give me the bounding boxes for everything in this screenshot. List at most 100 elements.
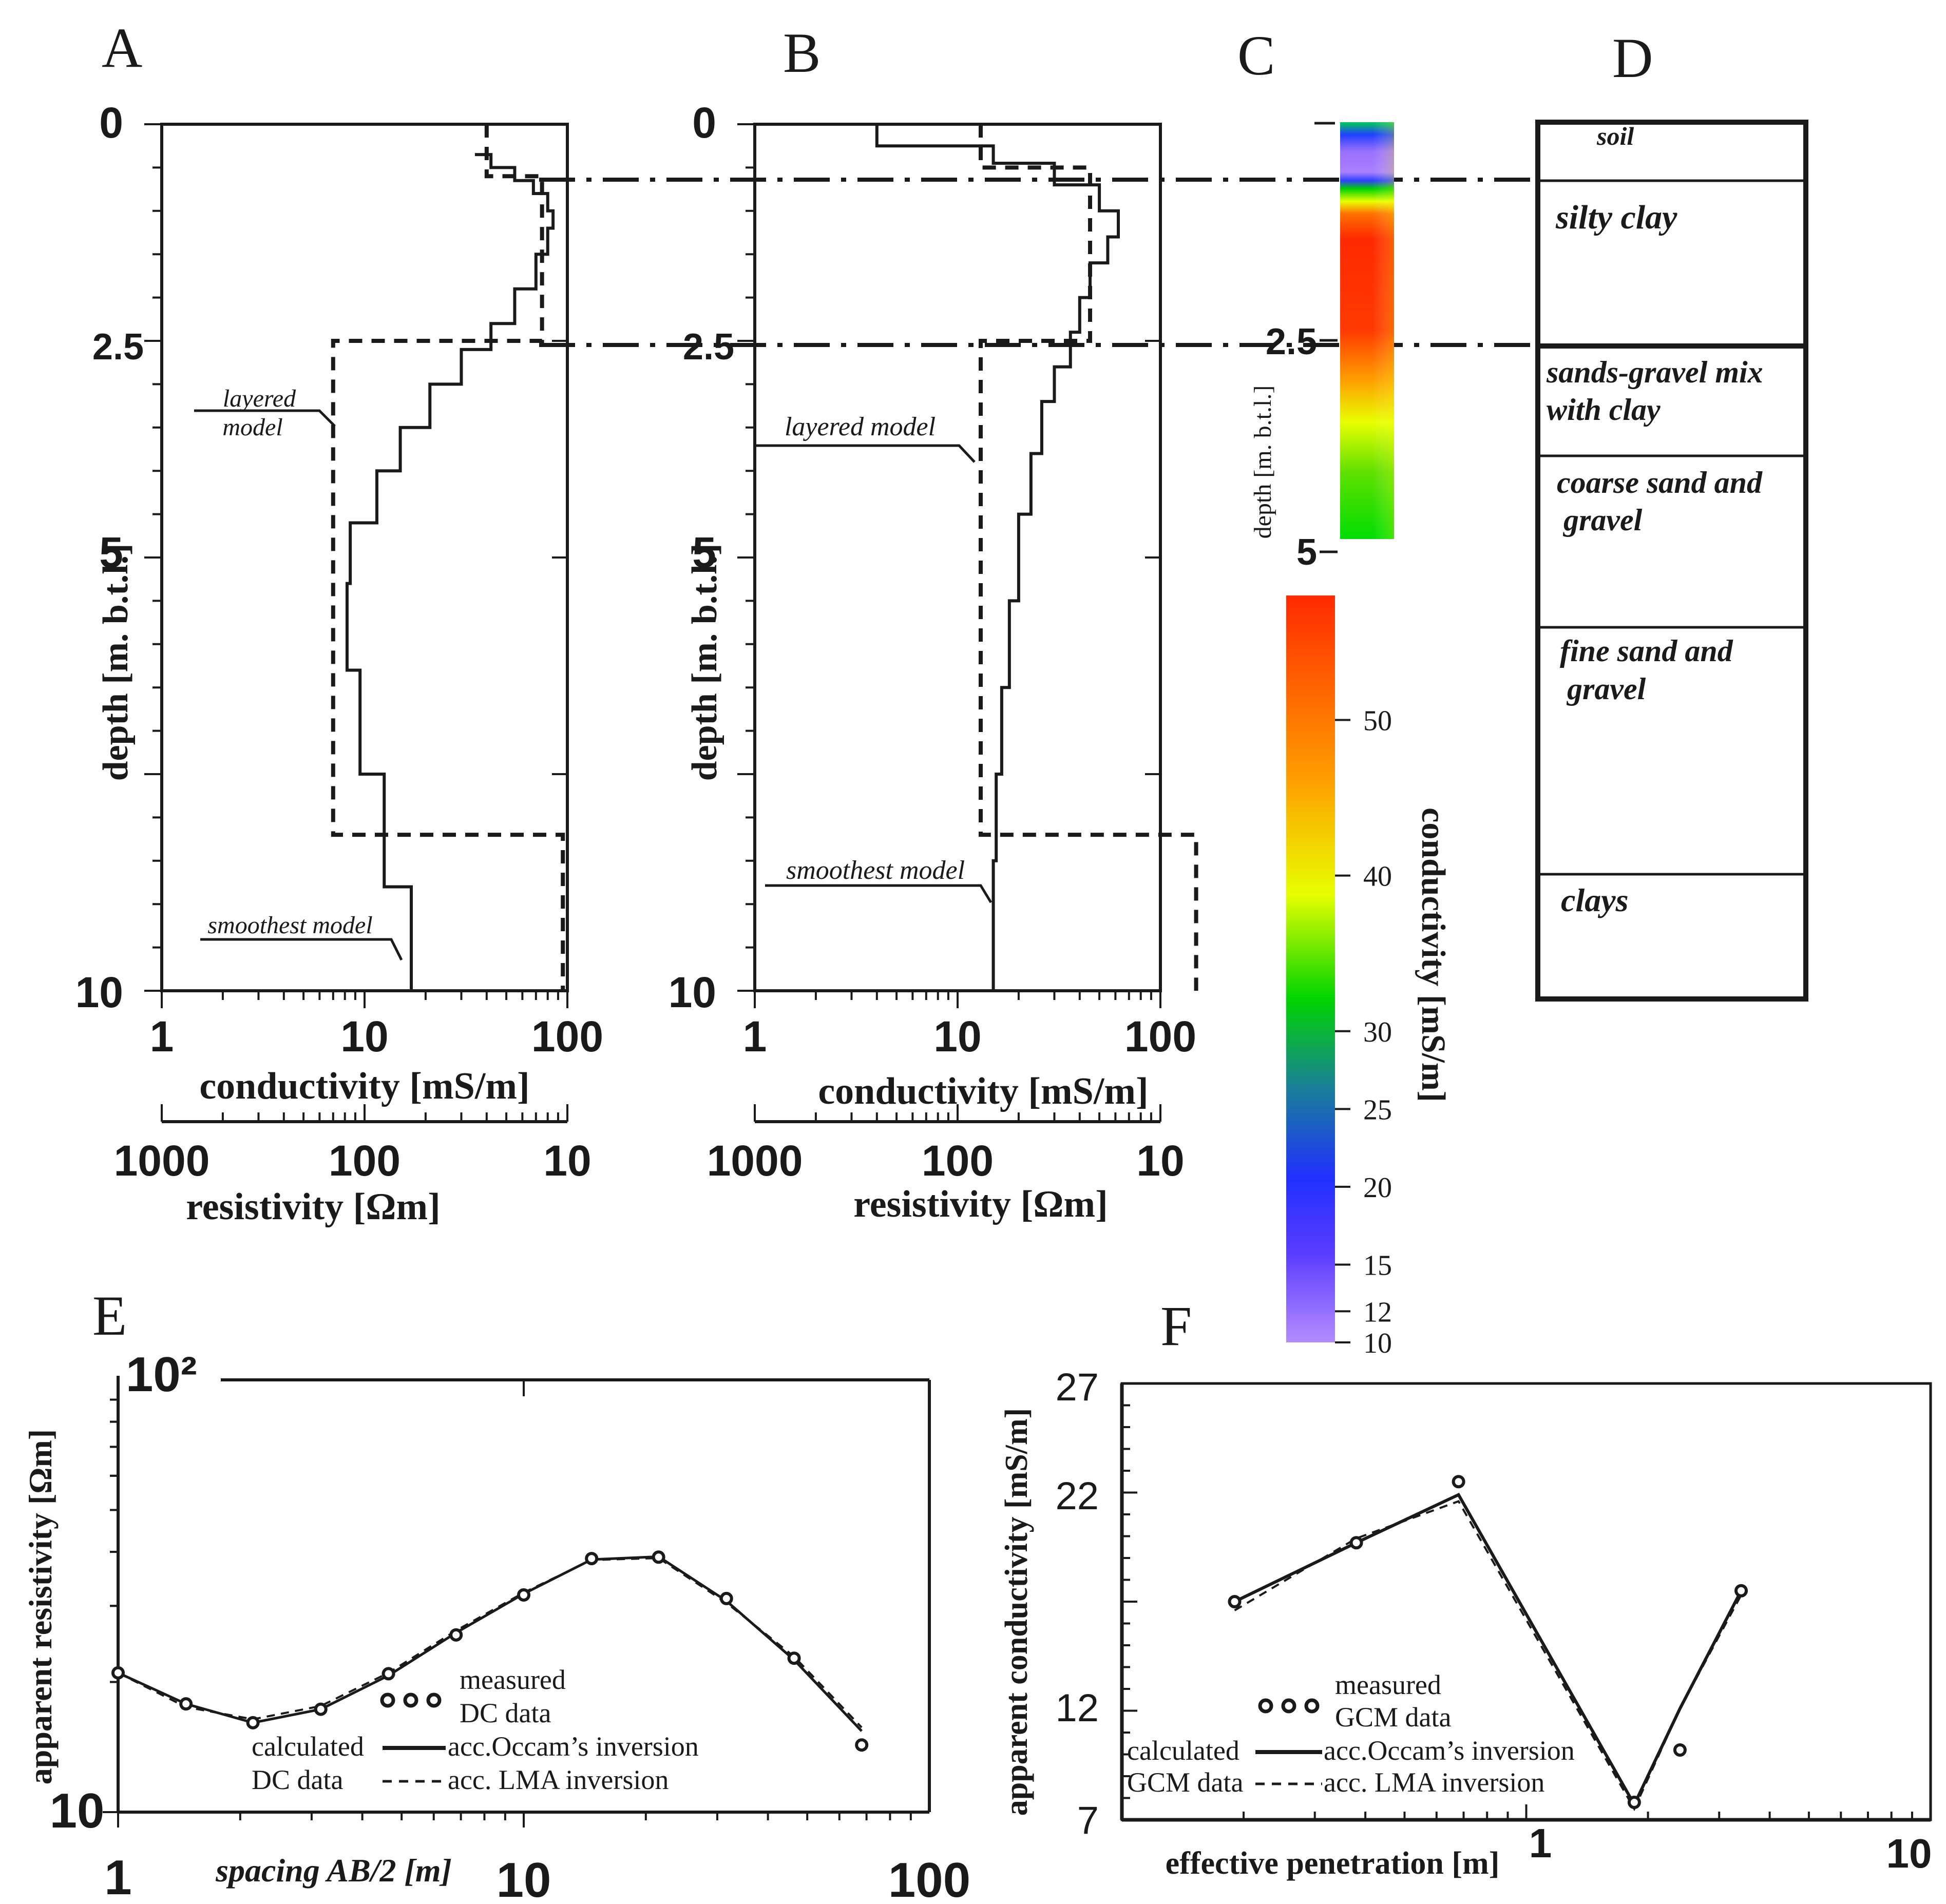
panel-e-measured-point: [855, 1738, 869, 1752]
panel-f-gcm-curve: 27 22 12 7 1 10 effective penetration [m…: [999, 1366, 1932, 1881]
panel-b-ticks: [737, 123, 1161, 1008]
panel-f-legend-measured-2: GCM data: [1335, 1702, 1452, 1733]
panel-e-legend-calculated-1: calculated: [252, 1731, 364, 1762]
panel-b-ytick-0: 0: [692, 99, 716, 147]
layer-label-fine-2: gravel: [1566, 672, 1646, 706]
panel-e-legend-marker-2: [403, 1693, 418, 1708]
panel-b-ylabel: depth [m. b.t.l.]: [685, 544, 724, 781]
panel-b-xtick-1: 1: [743, 1012, 767, 1061]
panel-e-legend-measured-2: DC data: [460, 1698, 551, 1728]
layer-label-sands-gravel-2: with clay: [1547, 393, 1661, 427]
panel-e-ytick-100: 10²: [126, 1347, 197, 1402]
panel-f-legend-calculated-2: GCM data: [1127, 1767, 1244, 1798]
panel-a-ytick-2.5: 2.5: [92, 326, 144, 368]
panel-e-measured-point: [381, 1667, 395, 1681]
panel-e-measured-point: [179, 1697, 193, 1711]
panel-f-measured-point: [1673, 1743, 1687, 1757]
panel-a-ylabel: depth [m. b.t.l.]: [96, 544, 136, 781]
panel-e-legend-marker-3: [426, 1693, 442, 1708]
panel-a-annot-smoothest: smoothest model: [207, 912, 372, 939]
panel-a-ytick-5: 5: [99, 528, 123, 576]
panel-d-lithology-column: soil silty clay sands-gravel mix with cl…: [1535, 120, 1808, 1002]
panel-e-measured-point: [652, 1550, 665, 1564]
panel-f-xtick-1: 1: [1529, 1820, 1552, 1866]
panel-f-ticks: [1121, 1382, 1913, 1821]
panel-e-xtick-1: 1: [104, 1850, 131, 1904]
panel-f-xlabel: effective penetration [m]: [1166, 1846, 1500, 1881]
panel-e-measured-point: [111, 1666, 125, 1680]
panel-f-legend-marker-1: [1258, 1698, 1273, 1714]
panel-e-measured-point: [517, 1588, 530, 1602]
panel-a-depth-profile: 0 2.5 5 10 1 10 100 conductivity [mS/m] …: [75, 99, 604, 1228]
panel-f-measured-point: [1452, 1475, 1465, 1489]
colorbar: [1286, 595, 1335, 1342]
panel-c-color-shading: [1340, 122, 1394, 539]
panel-a-layered-model-line: [331, 124, 565, 991]
colorbar-tick-label: 15: [1363, 1249, 1392, 1281]
layer-label-fine-1: fine sand and: [1560, 634, 1733, 668]
panel-e-sounding-curve: 10² 10 1 10 100 spacing AB/2 [m] apparen…: [22, 1347, 970, 1904]
layer-label-coarse-1: coarse sand and: [1557, 466, 1763, 499]
panel-c-conductivity-section: 2.5 5 depth [m. b.t.l.] 50 40 30 25 20 15 1210…: [1249, 122, 1452, 1359]
layer-label-soil: soil: [1596, 122, 1634, 150]
panel-f-series: [1228, 1475, 1748, 1812]
panel-e-legend-measured-1: measured: [460, 1664, 566, 1695]
panel-e-legend-lma: acc. LMA inversion: [448, 1764, 669, 1795]
panel-label-d: D: [1612, 27, 1653, 89]
panel-a-annot-layered-2: model: [222, 414, 282, 441]
colorbar-tick-label: 30: [1363, 1016, 1392, 1048]
panel-a-annot-layered-leader: [194, 409, 336, 427]
panel-b-annot-layered-leader: [755, 444, 976, 463]
panel-a-ytick-10: 10: [75, 968, 123, 1016]
panel-b-ytick-5: 5: [692, 528, 716, 576]
panel-e-measured-point: [787, 1651, 801, 1665]
panel-f-legend-lma: acc. LMA inversion: [1324, 1767, 1544, 1798]
panel-c-ylabel: depth [m. b.t.l.]: [1249, 386, 1276, 539]
layer-label-silty-clay: silty clay: [1555, 199, 1677, 236]
panel-e-legend-marker-1: [380, 1693, 395, 1708]
panel-e-measured-point: [449, 1628, 463, 1642]
panel-a-xtick-10: 10: [340, 1012, 388, 1061]
panel-a-x2tick-10: 10: [543, 1137, 591, 1185]
panel-f-legend-marker-3: [1304, 1698, 1320, 1714]
panel-label-b: B: [783, 22, 821, 84]
panel-label-c: C: [1237, 24, 1275, 87]
panel-f-measured-point: [1228, 1595, 1242, 1608]
panel-e-xlabel: spacing AB/2 [m]: [215, 1852, 452, 1889]
colorbar-tick-label: 50: [1363, 705, 1392, 737]
panel-f-legend-calculated-1: calculated: [1127, 1735, 1239, 1766]
panel-b-xtick-10: 10: [933, 1012, 981, 1061]
panel-c-ytick-5: 5: [1296, 532, 1317, 573]
panel-a-annot-layered-1: layered: [223, 385, 296, 412]
colorbar-tick-label: 25: [1363, 1094, 1392, 1126]
panel-f-legend-measured-1: measured: [1335, 1669, 1441, 1700]
panel-b-annot-layered: layered model: [785, 412, 936, 441]
panel-e-measured-point: [585, 1552, 599, 1566]
panel-e-xtick-10: 10: [497, 1853, 551, 1904]
colorbar-tick-label: 20: [1363, 1172, 1392, 1204]
panel-c-ytick-2.5: 2.5: [1266, 321, 1317, 362]
panel-f-legend: measured GCM data calculated GCM data ac…: [1127, 1669, 1575, 1798]
panel-e-legend: measured DC data calculated DC data acc.…: [252, 1664, 699, 1795]
panel-b-xtick-100: 100: [1124, 1012, 1196, 1061]
panel-a-xlabel: conductivity [mS/m]: [199, 1065, 529, 1107]
panel-a-ytick-0: 0: [99, 99, 123, 147]
layer-label-sands-gravel-1: sands-gravel mix: [1546, 355, 1763, 389]
panel-e-ytick-10: 10: [50, 1783, 105, 1838]
colorbar-tick-label: 12: [1363, 1296, 1392, 1328]
panel-b-layered-model-line: [979, 124, 1198, 991]
panel-a-x2tick-1000: 1000: [114, 1137, 210, 1185]
panel-e-occam-line: [117, 1555, 863, 1732]
panel-b-ytick-10: 10: [669, 968, 716, 1016]
panel-label-a: A: [102, 16, 142, 79]
layer-label-coarse-2: gravel: [1562, 503, 1643, 537]
panel-label-f: F: [1160, 1295, 1192, 1357]
panel-e-legend-occam: acc.Occam’s inversion: [448, 1731, 699, 1762]
panel-b-x2tick-1000: 1000: [707, 1137, 803, 1185]
panel-b-resistivity-ticks: [754, 1104, 1161, 1122]
panel-f-measured-point: [1349, 1536, 1363, 1550]
panel-b-xlabel: conductivity [mS/m]: [818, 1070, 1148, 1112]
panel-a-smoothest-model-line: [345, 153, 555, 991]
